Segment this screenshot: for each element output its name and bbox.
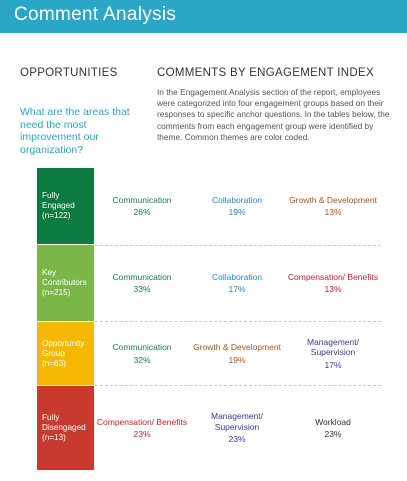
- theme-cell: Communication 32%: [95, 322, 189, 385]
- engagement-heading: COMMENTS BY ENGAGEMENT INDEX: [157, 67, 374, 79]
- theme-name: Collaboration: [211, 194, 263, 205]
- group-row-fully-disengaged: Fully Disengaged (n=13) Compensation/ Be…: [37, 386, 381, 470]
- theme-cell: Growth & Development 13%: [285, 168, 381, 244]
- theme-cell: Communication 26%: [95, 168, 189, 244]
- group-label-fully-disengaged: Fully Disengaged (n=13): [37, 386, 94, 470]
- row-divider: [95, 385, 381, 386]
- theme-cell: Management/ Supervision 23%: [189, 386, 285, 470]
- theme-percent: 23%: [324, 429, 342, 439]
- group-label-fully-engaged: Fully Engaged (n=122): [37, 168, 94, 244]
- theme-percent: 17%: [324, 359, 342, 370]
- theme-percent: 13%: [324, 207, 342, 217]
- group-count: (n=215): [42, 288, 71, 297]
- group-row-key-contributors: Key Contributors (n=215) Communication 3…: [37, 245, 381, 321]
- theme-percent: 23%: [133, 429, 151, 439]
- opportunities-question: What are the areas that need the most im…: [20, 106, 130, 156]
- theme-percent: 13%: [324, 284, 342, 294]
- theme-name: Communication: [112, 194, 172, 205]
- theme-name: Communication: [112, 342, 172, 352]
- group-name: Fully Engaged: [42, 191, 75, 210]
- theme-cell: Communication 33%: [95, 245, 189, 321]
- group-row-fully-engaged: Fully Engaged (n=122) Communication 26% …: [37, 168, 381, 244]
- theme-percent: 26%: [133, 207, 151, 217]
- row-divider: [95, 321, 381, 322]
- group-label-key-contributors: Key Contributors (n=215): [37, 245, 94, 321]
- theme-cell: Management/ Supervision 17%: [285, 322, 381, 385]
- header-bar: Comment Analysis: [0, 0, 407, 33]
- page-title: Comment Analysis: [14, 4, 177, 25]
- theme-percent: 19%: [228, 207, 246, 217]
- group-count: (n=63): [42, 358, 66, 368]
- group-count: (n=122): [42, 211, 71, 220]
- theme-percent: 32%: [133, 354, 151, 365]
- theme-name: Growth & Development: [289, 194, 377, 205]
- engagement-theme-grid: Fully Engaged (n=122) Communication 26% …: [37, 168, 381, 470]
- theme-cell: Growth & Development 19%: [189, 322, 285, 385]
- theme-name: Growth & Development: [193, 342, 281, 352]
- theme-name: Management/ Supervision: [307, 336, 359, 358]
- group-label-opportunity-group: Opportunity Group (n=63): [37, 322, 94, 385]
- group-name: Opportunity Group: [42, 338, 85, 358]
- theme-name: Management/ Supervision: [211, 411, 263, 432]
- intro-paragraph: In the Engagement Analysis section of th…: [157, 87, 390, 142]
- theme-name: Compensation/ Benefits: [287, 271, 379, 282]
- group-name: Fully Disengaged: [42, 413, 86, 432]
- theme-percent: 23%: [228, 434, 246, 445]
- row-divider: [95, 245, 381, 246]
- theme-cell: Collaboration 19%: [189, 168, 285, 244]
- group-row-opportunity-group: Opportunity Group (n=63) Communication 3…: [37, 322, 381, 385]
- theme-name: Communication: [112, 271, 172, 282]
- theme-name: Collaboration: [211, 271, 263, 282]
- theme-cell: Workload 23%: [285, 386, 381, 470]
- group-count: (n=13): [42, 433, 66, 442]
- theme-cell: Compensation/ Benefits 23%: [95, 386, 189, 470]
- theme-cell: Compensation/ Benefits 13%: [285, 245, 381, 321]
- theme-cell: Collaboration 17%: [189, 245, 285, 321]
- theme-percent: 33%: [133, 284, 151, 294]
- opportunities-heading: OPPORTUNITIES: [20, 67, 118, 79]
- theme-name: Compensation/ Benefits: [96, 416, 188, 427]
- theme-percent: 19%: [228, 354, 246, 365]
- theme-percent: 17%: [228, 284, 246, 294]
- group-name: Key Contributors: [42, 268, 87, 287]
- theme-name: Workload: [315, 416, 351, 427]
